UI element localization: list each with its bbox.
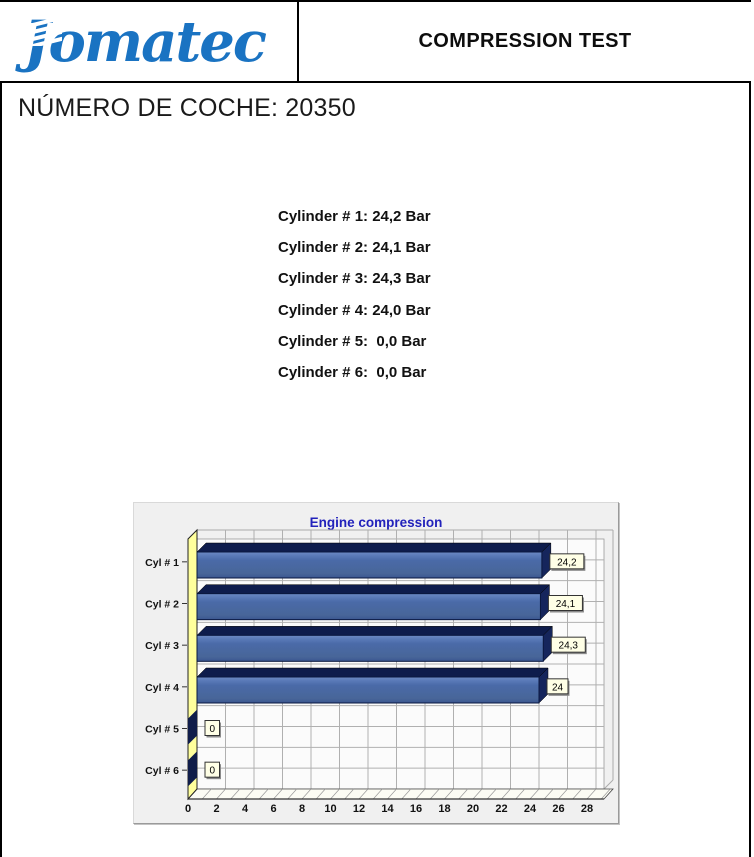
bar-cyl-2 xyxy=(196,593,541,621)
x-axis-label: 22 xyxy=(495,803,507,815)
logo-screw-stripes-icon xyxy=(26,18,62,46)
x-axis-label: 28 xyxy=(581,803,593,815)
value-label: 24,1 xyxy=(556,599,576,610)
x-axis-label: 26 xyxy=(552,803,564,815)
value-label: 24,2 xyxy=(557,557,577,568)
x-axis-label: 0 xyxy=(185,803,191,815)
floor-tick xyxy=(572,788,583,800)
y-axis-label: Cyl # 1 xyxy=(145,557,179,569)
report-header: Jomatec COMPRESSION TEST xyxy=(0,0,751,83)
brand-logo-text: Jomatec xyxy=(24,9,267,75)
value-label-box xyxy=(204,761,220,778)
x-axis-label: 16 xyxy=(410,803,422,815)
y-axis-label: Cyl # 3 xyxy=(145,640,179,652)
floor-tick xyxy=(273,788,283,800)
y-axis-label: Cyl # 5 xyxy=(145,724,179,736)
report-title: COMPRESSION TEST xyxy=(418,30,632,52)
floor-tick xyxy=(600,788,611,800)
floor-tick xyxy=(415,788,426,800)
floor-tick xyxy=(201,788,212,800)
floor-tick xyxy=(230,788,241,800)
value-label: 0 xyxy=(209,766,215,777)
bar-cyl-3 xyxy=(196,634,544,662)
floor-tick xyxy=(586,788,597,800)
floor-tick xyxy=(372,788,383,800)
floor-tick xyxy=(315,788,326,800)
cylinder-reading-4: Cylinder # 4: 24,0 Bar xyxy=(278,301,431,319)
floor-tick xyxy=(472,788,483,800)
engine-compression-chart: Engine compression Cyl # 1 24,2 Cyl # 2 24,1… xyxy=(145,515,614,815)
report-title-cell: COMPRESSION TEST xyxy=(299,2,751,81)
x-axis-label: 24 xyxy=(524,803,537,815)
floor-tick xyxy=(244,788,255,800)
bar-top-face xyxy=(196,542,552,553)
floor-tick xyxy=(486,788,497,800)
floor-tick xyxy=(287,788,298,800)
floor-tick xyxy=(558,788,568,800)
bar-cyl-5-zero xyxy=(188,709,197,745)
floor-tick xyxy=(216,788,226,800)
floor-3d xyxy=(187,788,614,800)
floor-tick xyxy=(501,788,511,800)
floor-tick xyxy=(458,788,469,800)
car-number-heading: NÚMERO DE COCHE: 20350 xyxy=(18,94,356,122)
bar-cyl-1 xyxy=(196,551,543,579)
value-label-box xyxy=(546,678,569,695)
brand-logo: Jomatec xyxy=(24,4,294,81)
floor-tick xyxy=(344,788,355,800)
x-axis-label: 18 xyxy=(438,803,450,815)
x-axis-label: 6 xyxy=(270,803,276,815)
floor-tick xyxy=(515,788,526,800)
y-axis-label: Cyl # 2 xyxy=(145,599,179,611)
bar-top-face xyxy=(196,626,553,636)
chart-title: Engine compression xyxy=(310,515,443,530)
y-axis-label: Cyl # 4 xyxy=(145,682,179,694)
header-divider xyxy=(297,2,299,81)
cylinder-reading-3: Cylinder # 3: 24,3 Bar xyxy=(278,270,431,288)
bar-top-face xyxy=(196,584,551,594)
floor-tick xyxy=(387,788,397,800)
x-axis-label: 8 xyxy=(299,803,305,815)
floor-tick xyxy=(543,788,554,800)
floor-tick xyxy=(330,788,340,800)
cylinder-reading-5: Cylinder # 5: 0,0 Bar xyxy=(278,332,427,350)
x-axis-label: 4 xyxy=(242,803,249,815)
value-label: 24,3 xyxy=(559,641,579,652)
depth-corner-edge xyxy=(603,779,614,790)
value-label-box xyxy=(550,636,586,653)
bar-top-face xyxy=(196,667,549,678)
cylinder-reading-1: Cylinder # 1: 24,2 Bar xyxy=(278,208,431,225)
floor-tick xyxy=(301,788,312,800)
floor-tick xyxy=(529,788,540,800)
floor-tick xyxy=(429,788,440,800)
value-label-box xyxy=(549,553,585,570)
page-border-right xyxy=(749,0,751,857)
y-axis-label: Cyl # 6 xyxy=(145,765,179,777)
bar-cyl-4 xyxy=(196,676,540,704)
floor-tick xyxy=(358,788,369,800)
engine-compression-chart-panel: Engine compression Cyl # 1 24,2 Cyl # 2 24,1… xyxy=(133,502,619,824)
floor-tick xyxy=(444,788,454,800)
bar-cyl-6-zero xyxy=(188,751,197,787)
x-axis-label: 14 xyxy=(381,803,394,815)
value-label: 0 xyxy=(209,724,215,735)
x-axis-label: 20 xyxy=(467,803,479,815)
value-label-box xyxy=(204,720,220,736)
cylinder-reading-6: Cylinder # 6: 0,0 Bar xyxy=(278,363,427,381)
x-axis-label: 12 xyxy=(353,803,365,815)
floor-tick xyxy=(258,788,269,800)
floor-tick xyxy=(401,788,412,800)
cylinder-readings-list: Cylinder # 1: 24,2 Bar Cylinder # 2: 24,… xyxy=(278,201,431,388)
cylinder-reading-2: Cylinder # 2: 24,1 Bar xyxy=(278,239,431,257)
value-label-box xyxy=(547,595,583,611)
x-axis-label: 10 xyxy=(324,803,336,815)
page-border-left xyxy=(0,0,2,857)
x-axis-label: 2 xyxy=(213,803,219,815)
value-label: 24 xyxy=(552,682,564,693)
